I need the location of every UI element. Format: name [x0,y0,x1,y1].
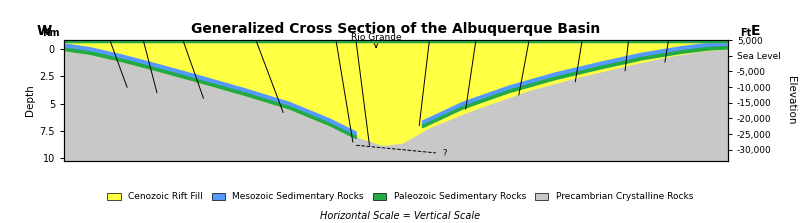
Title: Generalized Cross Section of the Albuquerque Basin: Generalized Cross Section of the Albuque… [191,22,601,36]
Y-axis label: Depth: Depth [26,85,35,116]
Text: Rio Grande: Rio Grande [350,33,402,47]
Polygon shape [64,47,356,139]
Text: W: W [36,24,52,38]
Y-axis label: Elevation: Elevation [786,76,797,125]
Polygon shape [64,40,728,42]
Polygon shape [64,44,356,135]
Legend: Cenozoic Rift Fill, Mesozoic Sedimentary Rocks, Paleozoic Sedimentary Rocks, Pre: Cenozoic Rift Fill, Mesozoic Sedimentary… [103,189,697,205]
Text: Horizontal Scale = Vertical Scale: Horizontal Scale = Vertical Scale [320,211,480,221]
Polygon shape [64,40,728,42]
Polygon shape [64,40,728,161]
Text: ?: ? [442,149,447,158]
Text: E: E [751,24,761,38]
Text: Ft: Ft [740,28,751,38]
Polygon shape [422,45,728,128]
Text: Km: Km [42,28,60,38]
Polygon shape [64,40,728,145]
Polygon shape [422,42,728,124]
